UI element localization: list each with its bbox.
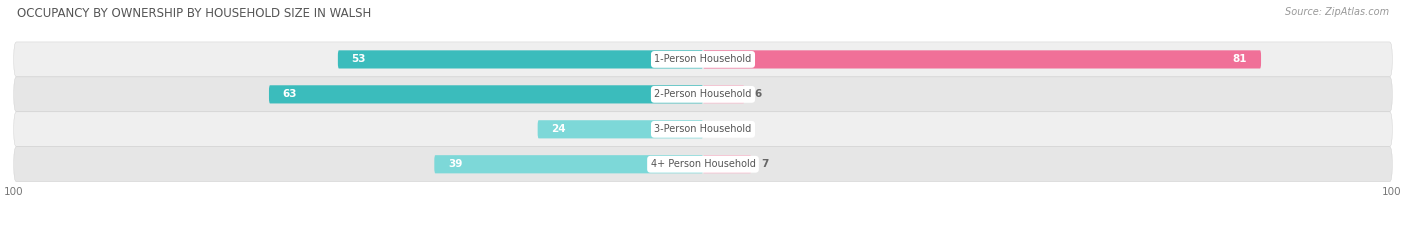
Text: 1-Person Household: 1-Person Household (654, 55, 752, 64)
FancyBboxPatch shape (703, 155, 751, 173)
Text: 2-Person Household: 2-Person Household (654, 89, 752, 99)
Text: OCCUPANCY BY OWNERSHIP BY HOUSEHOLD SIZE IN WALSH: OCCUPANCY BY OWNERSHIP BY HOUSEHOLD SIZE… (17, 7, 371, 20)
FancyBboxPatch shape (14, 77, 1392, 112)
Text: 4+ Person Household: 4+ Person Household (651, 159, 755, 169)
Text: 53: 53 (352, 55, 366, 64)
FancyBboxPatch shape (703, 50, 1261, 69)
Text: 24: 24 (551, 124, 567, 134)
FancyBboxPatch shape (537, 120, 703, 138)
Text: 0: 0 (713, 124, 721, 134)
Text: 6: 6 (755, 89, 762, 99)
FancyBboxPatch shape (14, 147, 1392, 182)
Text: 81: 81 (1233, 55, 1247, 64)
Text: Source: ZipAtlas.com: Source: ZipAtlas.com (1285, 7, 1389, 17)
FancyBboxPatch shape (703, 85, 744, 103)
Text: 3-Person Household: 3-Person Household (654, 124, 752, 134)
FancyBboxPatch shape (14, 42, 1392, 77)
Text: 39: 39 (449, 159, 463, 169)
Text: 7: 7 (762, 159, 769, 169)
FancyBboxPatch shape (14, 112, 1392, 147)
FancyBboxPatch shape (337, 50, 703, 69)
Text: 63: 63 (283, 89, 297, 99)
FancyBboxPatch shape (434, 155, 703, 173)
FancyBboxPatch shape (269, 85, 703, 103)
